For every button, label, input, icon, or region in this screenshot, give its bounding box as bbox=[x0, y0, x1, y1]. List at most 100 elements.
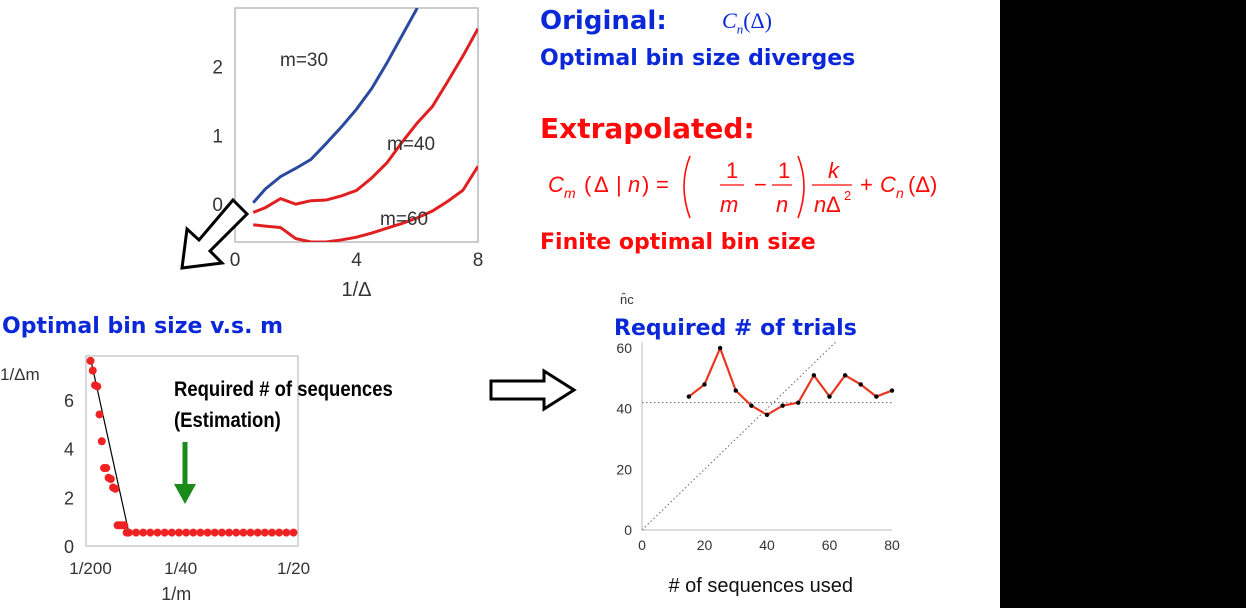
series-line-m=40 bbox=[252, 27, 478, 214]
svg-text:+: + bbox=[860, 172, 873, 197]
data-point bbox=[253, 528, 262, 537]
data-point bbox=[246, 528, 255, 537]
data-point bbox=[124, 528, 133, 537]
data-point bbox=[111, 484, 120, 493]
y-tick-label: 20 bbox=[616, 461, 632, 477]
svg-text:n: n bbox=[896, 185, 904, 201]
y-tick-label: 1 bbox=[212, 126, 223, 147]
svg-text:|: | bbox=[616, 172, 622, 197]
data-point bbox=[268, 528, 277, 537]
x-tick-label: 1/200 bbox=[69, 559, 112, 578]
hollow-arrow-right-icon bbox=[489, 368, 577, 412]
plot-frame bbox=[234, 7, 479, 243]
svg-text:1: 1 bbox=[726, 158, 738, 183]
hollow-arrow-down-left-icon bbox=[180, 197, 250, 270]
data-point bbox=[811, 373, 817, 378]
svg-text:C: C bbox=[548, 172, 564, 197]
data-point bbox=[232, 528, 241, 537]
series-label: m=30 bbox=[280, 50, 328, 71]
svg-text:): ) bbox=[642, 172, 649, 197]
data-point bbox=[764, 412, 770, 417]
series-label: m=40 bbox=[387, 134, 435, 155]
plot-frame bbox=[85, 355, 299, 547]
data-point bbox=[796, 400, 801, 405]
optimal-bin-scatter-chart: 0 2 4 6 1/Δm 1/200 1/40 1/20 1/m bbox=[0, 355, 310, 604]
y-tick-label: 0 bbox=[64, 537, 74, 557]
data-point bbox=[196, 528, 205, 537]
x-axis-label: 1/m bbox=[161, 584, 191, 604]
svg-text:n: n bbox=[628, 172, 640, 197]
x-tick-label: 0 bbox=[638, 537, 646, 553]
data-point bbox=[86, 356, 95, 365]
y-tick-label: 0 bbox=[624, 522, 632, 538]
data-point bbox=[132, 528, 141, 537]
y-tick-label: 4 bbox=[64, 440, 74, 460]
svg-text:n: n bbox=[814, 192, 826, 217]
data-point bbox=[189, 528, 198, 537]
y-tick-label: 2 bbox=[212, 58, 223, 79]
data-point bbox=[120, 521, 129, 530]
required-sequences-line1: Required # of sequences bbox=[174, 378, 393, 401]
extrapolated-formula: C m ( Δ | n ) = 1 m − 1 n k n Δ 2 + C n … bbox=[548, 155, 937, 219]
svg-text:−: − bbox=[754, 172, 767, 197]
data-point bbox=[858, 382, 863, 387]
green-down-arrow-icon bbox=[174, 442, 196, 504]
x-tick-label: 1/40 bbox=[164, 559, 197, 578]
data-point bbox=[225, 528, 234, 537]
data-point bbox=[842, 373, 848, 378]
data-point bbox=[160, 528, 169, 537]
x-axis-label: # of sequences used bbox=[668, 575, 853, 597]
cost-function-chart: 0 4 8 0 1 2 1/Δ m=30 m=40 m=60 bbox=[212, 7, 484, 301]
y-axis-label: n̂c bbox=[620, 292, 634, 307]
trials-title: Required # of trials bbox=[614, 316, 857, 341]
svg-text:Δ: Δ bbox=[594, 172, 609, 197]
svg-text:=: = bbox=[656, 172, 669, 197]
data-point bbox=[827, 394, 832, 399]
bin-vs-m-title: Optimal bin size v.s. m bbox=[2, 314, 284, 339]
x-tick-label: 4 bbox=[351, 250, 362, 271]
series-line-m=60 bbox=[253, 165, 478, 242]
original-label: Original: bbox=[540, 6, 667, 36]
data-point bbox=[139, 528, 148, 537]
data-point bbox=[93, 382, 102, 391]
y-axis-label: 1/Δm bbox=[0, 365, 40, 384]
data-point bbox=[889, 388, 895, 393]
trials-line bbox=[688, 345, 893, 417]
extrapolated-label: Extrapolated: bbox=[540, 112, 755, 145]
x-tick-label: 60 bbox=[822, 537, 838, 553]
data-point bbox=[153, 528, 162, 537]
data-point bbox=[88, 366, 97, 375]
data-point bbox=[174, 528, 183, 537]
data-point bbox=[275, 528, 284, 537]
black-side-panel bbox=[1000, 0, 1246, 608]
y-tick-label: 2 bbox=[64, 488, 74, 508]
svg-text:(Δ): (Δ) bbox=[908, 172, 937, 197]
y-tick-label: 40 bbox=[616, 401, 632, 417]
required-trials-chart: 0 20 40 60 0 20 40 60 80 n̂c # of sequences used bbox=[616, 292, 900, 597]
extrapolated-description: Finite optimal bin size bbox=[540, 230, 816, 255]
required-sequences-annotation: Required # of sequences (Estimation) bbox=[174, 374, 393, 436]
x-tick-label: 0 bbox=[230, 250, 241, 271]
x-tick-label: 20 bbox=[697, 537, 713, 553]
svg-text:n: n bbox=[776, 192, 788, 217]
original-description: Optimal bin size diverges bbox=[540, 46, 856, 71]
y-tick-label: 60 bbox=[616, 340, 632, 356]
svg-text:2: 2 bbox=[844, 188, 851, 203]
data-point bbox=[289, 528, 298, 537]
data-point bbox=[97, 437, 106, 446]
data-point bbox=[260, 528, 269, 537]
data-point bbox=[95, 410, 104, 419]
series-label: m=60 bbox=[380, 209, 428, 230]
required-sequences-line2: (Estimation) bbox=[174, 409, 281, 432]
x-axis-label: 1/Δ bbox=[341, 279, 371, 301]
svg-text:C: C bbox=[880, 172, 896, 197]
x-tick-label: 1/20 bbox=[277, 559, 310, 578]
x-tick-label: 8 bbox=[473, 250, 484, 271]
y-tick-label: 6 bbox=[64, 391, 74, 411]
data-point bbox=[203, 528, 212, 537]
data-point bbox=[717, 345, 723, 351]
data-point bbox=[686, 394, 692, 399]
svg-text:(: ( bbox=[584, 172, 592, 197]
data-point bbox=[182, 528, 191, 537]
svg-text:m: m bbox=[564, 185, 576, 201]
